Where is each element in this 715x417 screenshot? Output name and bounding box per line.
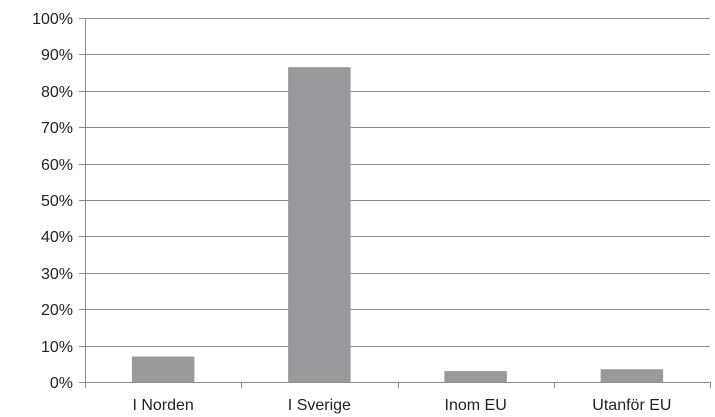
y-tick-label: 30%	[41, 266, 73, 283]
x-tick-label: Inom EU	[445, 397, 507, 414]
y-tick-label: 80%	[41, 84, 73, 101]
x-tick-label: Utanför EU	[592, 397, 671, 414]
y-tick-label: 20%	[41, 302, 73, 319]
y-tick-label: 60%	[41, 157, 73, 174]
y-tick-labels: 0% 10% 20% 30% 40% 50% 60% 70% 80% 90% 100%	[32, 11, 73, 392]
x-tick-labels: I Norden I Sverige Inom EU Utanför EU	[132, 397, 671, 414]
y-tick-label: 50%	[41, 193, 73, 210]
x-tick-label: I Sverige	[288, 397, 351, 414]
y-tick-label: 100%	[32, 11, 73, 28]
bars	[131, 67, 664, 382]
y-tick-label: 10%	[41, 339, 73, 356]
gridlines	[85, 18, 710, 347]
bar-utanf-r-eu	[600, 369, 664, 382]
y-tick-label: 90%	[41, 47, 73, 64]
axes	[79, 18, 711, 388]
x-tick-label: I Norden	[132, 397, 193, 414]
bar-inom-eu	[444, 371, 507, 382]
y-tick-label: 40%	[41, 229, 73, 246]
y-tick-label: 0%	[50, 375, 73, 392]
bar-i-sverige	[288, 67, 351, 382]
y-tick-label: 70%	[41, 120, 73, 137]
bar-i-norden	[131, 356, 195, 382]
